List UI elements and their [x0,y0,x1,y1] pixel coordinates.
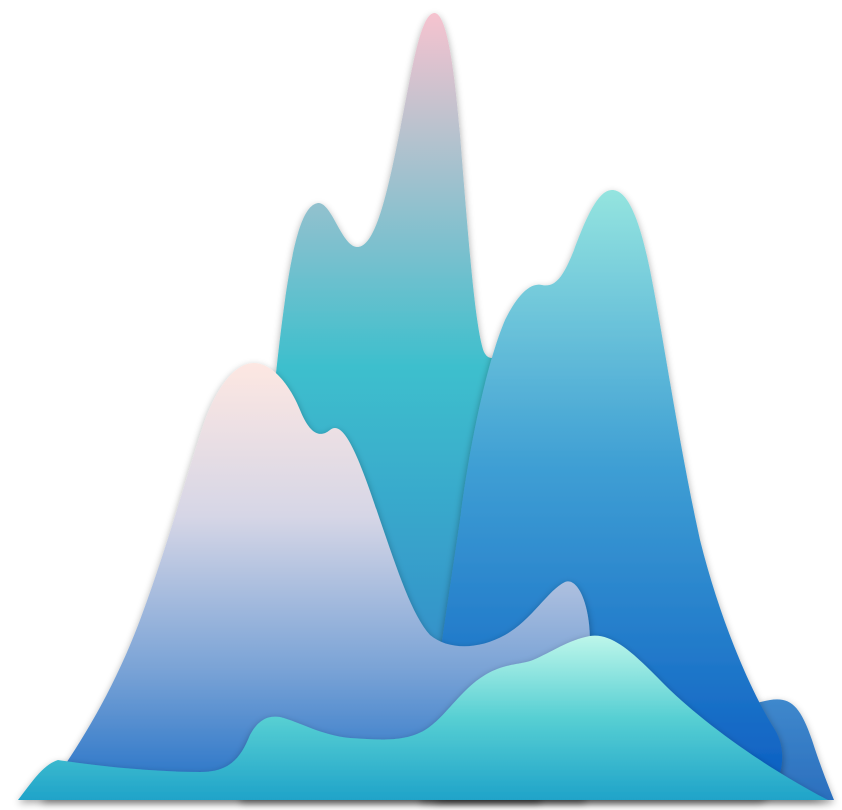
front-hills [18,635,828,800]
left-peak [40,363,590,800]
